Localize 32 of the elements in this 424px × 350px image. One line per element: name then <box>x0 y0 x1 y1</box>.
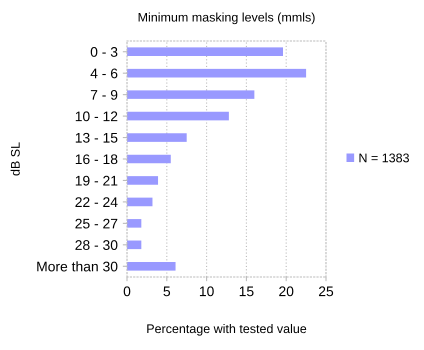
legend-label: N = 1383 <box>359 154 409 162</box>
y-axis-title: dB SL <box>10 142 20 176</box>
x-tick-label: 5 <box>163 286 170 296</box>
y-tick-label: 0 - 3 <box>90 47 118 57</box>
bar <box>127 47 284 56</box>
bar <box>127 133 187 142</box>
chart-title: Minimum masking levels (mmls) <box>138 12 315 24</box>
y-tick-label: 22 - 24 <box>75 197 118 207</box>
y-tick-label: 16 - 18 <box>76 154 118 164</box>
x-tick-label: 25 <box>318 286 334 296</box>
y-tick-label: 19 - 21 <box>76 176 118 186</box>
bar <box>127 90 254 99</box>
x-tick-label: 20 <box>279 286 294 296</box>
x-tick-label: 10 <box>200 286 214 296</box>
bar <box>127 68 306 78</box>
y-tick-label: 4 - 6 <box>90 68 118 78</box>
y-tick-label: 10 - 12 <box>76 111 118 122</box>
bar <box>127 112 229 120</box>
x-tick-label: 15 <box>240 286 254 296</box>
y-tick-label: 28 - 30 <box>75 240 118 250</box>
bar <box>127 154 171 164</box>
bar <box>127 240 142 250</box>
bar <box>127 176 158 185</box>
bar <box>127 198 152 206</box>
x-axis-title: Percentage with tested value <box>147 324 306 336</box>
y-tick-label: 13 - 15 <box>76 132 118 143</box>
x-tick-label: 0 <box>124 286 130 296</box>
y-tick-label: 7 - 9 <box>90 90 118 100</box>
y-tick-label: 25 - 27 <box>75 218 118 229</box>
y-tick-label: More than 30 <box>37 261 118 272</box>
bar <box>127 219 142 228</box>
bar <box>127 262 176 271</box>
